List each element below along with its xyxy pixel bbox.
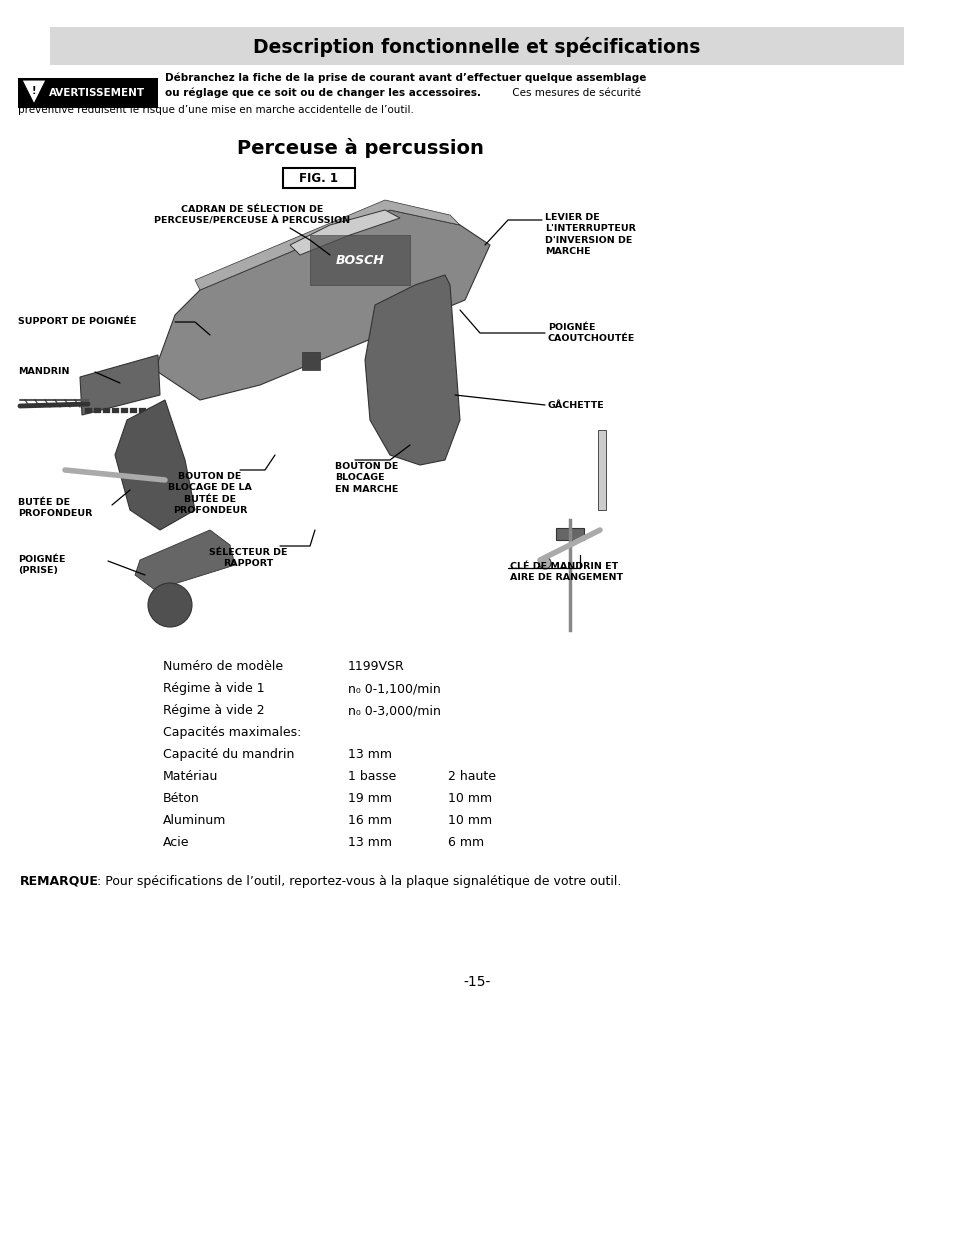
- Polygon shape: [194, 200, 459, 290]
- Text: AVERTISSEMENT: AVERTISSEMENT: [49, 88, 145, 98]
- Text: Acie: Acie: [163, 836, 190, 848]
- Text: Aluminum: Aluminum: [163, 814, 226, 827]
- Text: Capacité du mandrin: Capacité du mandrin: [163, 748, 294, 761]
- Text: BOUTON DE
BLOCAGE DE LA
BUTÉE DE
PROFONDEUR: BOUTON DE BLOCAGE DE LA BUTÉE DE PROFOND…: [168, 472, 252, 515]
- Text: SÉLECTEUR DE
RAPPORT: SÉLECTEUR DE RAPPORT: [209, 548, 287, 568]
- Polygon shape: [290, 210, 399, 254]
- Text: Débranchez la fiche de la prise de courant avant d’effectuer quelque assemblage: Débranchez la fiche de la prise de coura…: [165, 73, 646, 83]
- Text: : Pour spécifications de l’outil, reportez-vous à la plaque signalétique de votr: : Pour spécifications de l’outil, report…: [92, 876, 620, 888]
- Polygon shape: [80, 354, 160, 415]
- Bar: [148, 408, 154, 412]
- Text: Régime à vide 2: Régime à vide 2: [163, 704, 264, 718]
- Polygon shape: [365, 275, 459, 466]
- Text: CLÉ DE MANDRIN ET
AIRE DE RANGEMENT: CLÉ DE MANDRIN ET AIRE DE RANGEMENT: [510, 562, 622, 583]
- Bar: [50, 27, 903, 65]
- Text: préventive réduisent le risque d’une mise en marche accidentelle de l’outil.: préventive réduisent le risque d’une mis…: [18, 105, 414, 115]
- Text: 1199VSR: 1199VSR: [348, 659, 404, 673]
- Text: 10 mm: 10 mm: [448, 792, 492, 805]
- Text: Matériau: Matériau: [163, 769, 218, 783]
- Bar: [112, 408, 119, 412]
- Bar: [94, 408, 101, 412]
- Text: CADRAN DE SÉLECTION DE
PERCEUSE/PERCEUSE À PERCUSSION: CADRAN DE SÉLECTION DE PERCEUSE/PERCEUSE…: [153, 205, 350, 225]
- Text: !: !: [31, 86, 36, 96]
- Text: POIGNÉE
(PRISE): POIGNÉE (PRISE): [18, 555, 66, 576]
- Text: MANDRIN: MANDRIN: [18, 368, 70, 377]
- Bar: [310, 235, 410, 285]
- Text: 10 mm: 10 mm: [448, 814, 492, 827]
- Text: 13 mm: 13 mm: [348, 748, 392, 761]
- Bar: [302, 352, 319, 370]
- Polygon shape: [22, 80, 46, 104]
- Text: Capacités maximales:: Capacités maximales:: [163, 726, 301, 739]
- Text: GÂCHETTE: GÂCHETTE: [547, 400, 604, 410]
- Text: n₀ 0-1,100/min: n₀ 0-1,100/min: [348, 682, 440, 695]
- Text: Perceuse à percussion: Perceuse à percussion: [236, 138, 483, 158]
- Text: 6 mm: 6 mm: [448, 836, 483, 848]
- Bar: [139, 408, 146, 412]
- Text: 13 mm: 13 mm: [348, 836, 392, 848]
- Bar: [598, 430, 605, 510]
- Text: FIG. 1: FIG. 1: [299, 172, 338, 184]
- Text: 2 haute: 2 haute: [448, 769, 496, 783]
- Text: Description fonctionnelle et spécifications: Description fonctionnelle et spécificati…: [253, 37, 700, 57]
- Bar: [103, 408, 110, 412]
- Polygon shape: [154, 210, 490, 400]
- Circle shape: [148, 583, 192, 627]
- Bar: [283, 168, 355, 188]
- Text: Numéro de modèle: Numéro de modèle: [163, 659, 283, 673]
- Text: Ces mesures de sécurité: Ces mesures de sécurité: [509, 88, 640, 98]
- Polygon shape: [135, 530, 234, 590]
- Text: SUPPORT DE POIGNÉE: SUPPORT DE POIGNÉE: [18, 317, 136, 326]
- Polygon shape: [115, 400, 194, 530]
- Text: n₀ 0-3,000/min: n₀ 0-3,000/min: [348, 704, 440, 718]
- Bar: [18, 78, 158, 107]
- Text: 16 mm: 16 mm: [348, 814, 392, 827]
- Bar: [130, 408, 137, 412]
- Text: REMARQUE: REMARQUE: [20, 876, 99, 888]
- Text: ou réglage que ce soit ou de changer les accessoires.: ou réglage que ce soit ou de changer les…: [165, 88, 480, 99]
- Text: LEVIER DE
L'INTERRUPTEUR
D'INVERSION DE
MARCHE: LEVIER DE L'INTERRUPTEUR D'INVERSION DE …: [544, 212, 636, 257]
- Text: 1 basse: 1 basse: [348, 769, 395, 783]
- Text: -15-: -15-: [463, 974, 490, 989]
- Bar: [556, 529, 583, 540]
- Text: POIGNÉE
CAOUTCHOUTÉE: POIGNÉE CAOUTCHOUTÉE: [547, 322, 635, 343]
- Bar: [85, 408, 91, 412]
- Text: Régime à vide 1: Régime à vide 1: [163, 682, 264, 695]
- Text: 19 mm: 19 mm: [348, 792, 392, 805]
- Text: BOSCH: BOSCH: [335, 254, 384, 268]
- Text: Béton: Béton: [163, 792, 199, 805]
- Text: BUTÉE DE
PROFONDEUR: BUTÉE DE PROFONDEUR: [18, 498, 92, 519]
- Text: BOUTON DE
BLOCAGE
EN MARCHE: BOUTON DE BLOCAGE EN MARCHE: [335, 462, 398, 494]
- Circle shape: [538, 557, 551, 569]
- Bar: [121, 408, 128, 412]
